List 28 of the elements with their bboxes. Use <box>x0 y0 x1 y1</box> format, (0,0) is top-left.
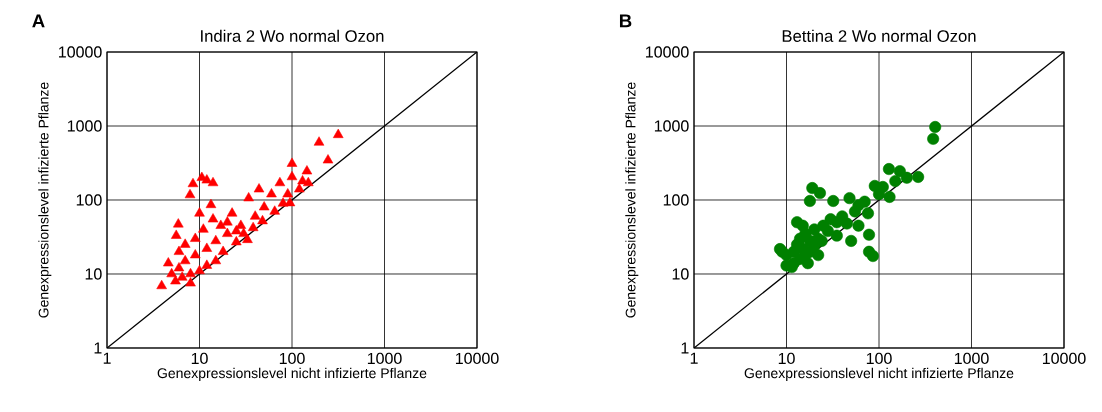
y-axis-title: Genexpressionslevel infizierte Pflanze <box>38 82 52 318</box>
y-axis-title: Genexpressionslevel infizierte Pflanze <box>625 82 639 318</box>
x-tick-label: 10000 <box>455 352 499 365</box>
y-tick-label: 100 <box>76 194 102 206</box>
y-tick-label: 1000 <box>67 120 102 132</box>
y-tick-label: 1 <box>681 342 689 354</box>
y-tick-label: 100 <box>663 194 689 206</box>
y-tick-label: 10000 <box>59 46 102 58</box>
y-tick-label: 1000 <box>654 120 689 132</box>
chart-title: Bettina 2 Wo normal Ozon <box>782 29 976 42</box>
chart-title: Indira 2 Wo normal Ozon <box>201 29 384 42</box>
x-tick-label: 10000 <box>1042 352 1086 365</box>
y-tick-label: 1 <box>94 342 102 354</box>
x-tick-label: 1000 <box>367 352 402 365</box>
text: A <box>32 14 45 28</box>
x-tick-label: 1 <box>103 352 111 364</box>
x-axis-title: Genexpressionslevel nicht infizierte Pflanze <box>157 367 427 381</box>
x-tick-label: 100 <box>866 352 892 365</box>
text: B <box>619 14 632 28</box>
x-tick-label: 10 <box>778 352 795 365</box>
x-tick-label: 1000 <box>954 352 989 365</box>
x-tick-label: 100 <box>279 352 305 365</box>
x-tick-label: 10 <box>191 352 208 365</box>
y-tick-label: 10 <box>672 268 689 280</box>
y-tick-label: 10000 <box>646 46 689 58</box>
y-tick-label: 10 <box>85 268 102 280</box>
x-tick-label: 1 <box>690 352 698 364</box>
x-axis-title: Genexpressionslevel nicht infizierte Pflanze <box>744 367 1014 381</box>
